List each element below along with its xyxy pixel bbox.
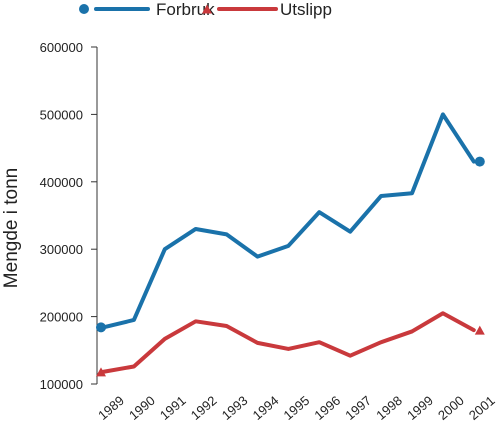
series-point-utslipp xyxy=(474,325,485,335)
y-ticks: 100000 200000 300000 400000 500000 600000 xyxy=(40,40,97,392)
legend-label-utslipp: Utslipp xyxy=(280,0,332,19)
x-tick-label: 1991 xyxy=(157,393,189,423)
x-tick-label: 1999 xyxy=(404,393,436,423)
legend-label-forbruk: Forbruk xyxy=(156,0,215,19)
x-tick-label: 2001 xyxy=(466,393,498,423)
y-tick-label: 400000 xyxy=(40,175,83,190)
x-tick-label: 1993 xyxy=(219,393,251,423)
y-axis-title: Mengde i tonn xyxy=(1,168,22,288)
x-tick-label: 1997 xyxy=(342,393,374,423)
legend-marker-utslipp xyxy=(202,4,212,14)
x-tick-label: 1994 xyxy=(250,393,282,423)
series-line-utslipp xyxy=(101,311,476,374)
series-point-utslipp xyxy=(96,367,106,377)
y-tick-label: 500000 xyxy=(40,107,83,122)
x-tick-label: 2000 xyxy=(435,393,467,423)
y-tick-label: 300000 xyxy=(40,242,83,257)
legend: Forbruk Utslipp xyxy=(79,0,332,19)
series-line-forbruk xyxy=(101,112,476,330)
y-tick-label: 200000 xyxy=(40,310,83,325)
y-tick-label: 600000 xyxy=(40,40,83,55)
series-point-forbruk xyxy=(474,156,485,167)
series-point-forbruk xyxy=(96,322,106,333)
x-tick-label: 1995 xyxy=(281,393,313,423)
x-tick-label: 1992 xyxy=(188,393,220,423)
x-tick-label: 1990 xyxy=(126,393,158,423)
legend-marker-forbruk xyxy=(79,4,89,14)
x-ticks: 1989 1990 1991 1992 1993 1994 1995 1996 1997 1998… xyxy=(95,393,498,423)
y-tick-label: 100000 xyxy=(40,377,83,392)
x-tick-label: 1998 xyxy=(373,393,405,423)
series-group xyxy=(96,112,485,377)
x-tick-label: 1989 xyxy=(95,393,127,423)
x-tick-label: 1996 xyxy=(311,393,343,423)
